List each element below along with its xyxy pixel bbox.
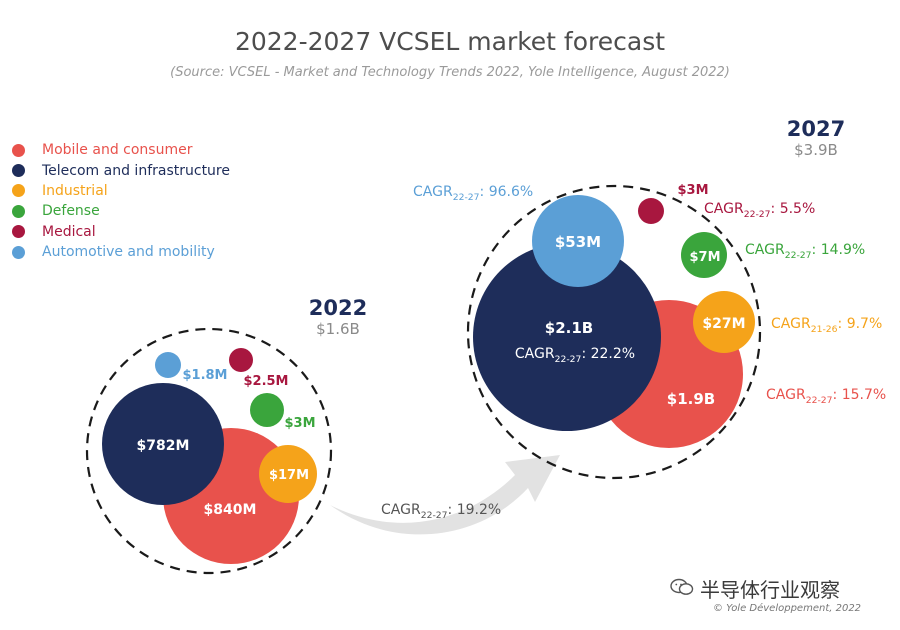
cagr-telecom-2027: CAGR22-27: 22.2% — [515, 346, 635, 365]
year-2022-total: $1.6B — [316, 320, 360, 338]
bubble-telecom-2027 — [473, 243, 661, 431]
wechat-icon — [670, 578, 694, 595]
legend-label: Telecom and infrastructure — [42, 162, 230, 179]
bubble-industrial-2027 — [693, 291, 755, 353]
bubble-label-medical-2027: $3M — [677, 183, 708, 198]
bubble-label-defense-2027: $7M — [689, 250, 720, 265]
bubble-label-mobile-2027: $1.9B — [667, 390, 715, 408]
legend-item: Industrial — [12, 181, 230, 201]
bubble-label-automotive-2022: $1.8M — [182, 368, 227, 383]
legend-swatch — [12, 143, 25, 157]
legend-item: Telecom and infrastructure — [12, 160, 230, 180]
bubble-label-defense-2022: $3M — [284, 416, 315, 431]
cagr-defense-2027: CAGR22-27: 14.9% — [745, 242, 865, 261]
cagr-automotive-2027: CAGR22-27: 96.6% — [413, 184, 533, 203]
legend-swatch — [12, 204, 25, 218]
legend-label: Mobile and consumer — [42, 142, 193, 159]
legend-label: Automotive and mobility — [42, 244, 215, 261]
year-2022-label: 2022 — [308, 296, 368, 320]
bubble-industrial-2022 — [259, 445, 317, 503]
bubble-defense-2027 — [681, 232, 727, 278]
cagr-mobile-2027: CAGR22-27: 15.7% — [766, 387, 886, 406]
growth-arrow — [330, 455, 560, 535]
year-2027-block: 2027 $3.9B — [766, 117, 866, 159]
legend-label: Medical — [42, 223, 96, 240]
legend-item: Mobile and consumer — [12, 140, 230, 160]
legend-swatch — [12, 164, 25, 178]
bubble-telecom-2022 — [102, 383, 224, 505]
legend-swatch — [12, 184, 25, 198]
bubble-automotive-2027 — [532, 195, 624, 287]
legend: Mobile and consumer Telecom and infrastru… — [12, 140, 230, 262]
cagr-industrial-2027: CAGR21-26: 9.7% — [771, 316, 882, 335]
chart-subtitle: (Source: VCSEL - Market and Technology T… — [170, 65, 730, 80]
group-2022-boundary — [85, 327, 333, 575]
bubble-automotive-2022 — [155, 352, 181, 378]
bubble-label-industrial-2022: $17M — [269, 468, 309, 483]
legend-swatch — [12, 225, 25, 239]
group-2027-boundary — [466, 184, 762, 480]
legend-label: Defense — [42, 203, 100, 220]
bubble-medical-2027 — [638, 198, 664, 224]
cagr-medical-2027: CAGR22-27: 5.5% — [704, 201, 815, 220]
year-2022-block: 2022 $1.6B — [288, 296, 388, 338]
bubble-label-mobile-2022: $840M — [204, 502, 257, 518]
legend-label: Industrial — [42, 182, 108, 199]
legend-item: Defense — [12, 201, 230, 221]
chart-title: 2022-2027 VCSEL market forecast — [234, 27, 666, 56]
watermark-text: 半导体行业观察 — [700, 578, 840, 602]
bubble-label-industrial-2027: $27M — [702, 316, 745, 332]
bubble-medical-2022 — [229, 348, 253, 372]
bubble-defense-2022 — [250, 393, 284, 427]
overall-cagr-label: CAGR22-27: 19.2% — [381, 502, 501, 521]
year-2027-total: $3.9B — [794, 141, 838, 159]
legend-swatch — [12, 245, 25, 259]
legend-item: Automotive and mobility — [12, 242, 230, 262]
bubble-label-medical-2022: $2.5M — [243, 374, 288, 389]
bubble-label-telecom-2027: $2.1B — [545, 319, 593, 337]
bubble-label-telecom-2022: $782M — [137, 438, 190, 454]
legend-item: Medical — [12, 222, 230, 242]
copyright: © Yole Développement, 2022 — [713, 603, 862, 614]
bubble-label-automotive-2027: $53M — [555, 233, 601, 251]
year-2027-label: 2027 — [786, 117, 846, 141]
